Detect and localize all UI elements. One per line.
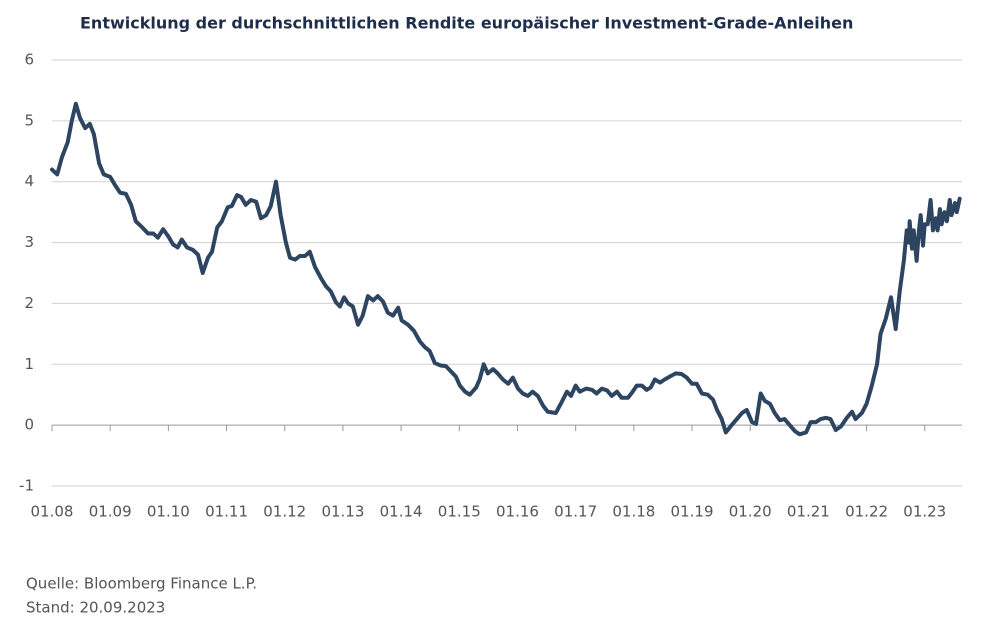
- x-tick-label: 01.23: [903, 503, 946, 521]
- x-tick-label: 01.09: [89, 503, 132, 521]
- x-tick-label: 01.21: [787, 503, 830, 521]
- y-tick-label: -1: [19, 477, 34, 495]
- line-series: [50, 101, 962, 437]
- x-tick-label: 01.17: [554, 503, 597, 521]
- x-tick-label: 01.08: [31, 503, 74, 521]
- y-tick-label: 1: [24, 355, 34, 373]
- date-note: Stand: 20.09.2023: [26, 599, 165, 617]
- y-tick-label: 4: [24, 172, 34, 190]
- x-tick-label: 01.20: [729, 503, 772, 521]
- y-tick-label: 6: [24, 51, 34, 69]
- y-tick-label: 2: [24, 294, 34, 312]
- x-tick-label: 01.16: [496, 503, 539, 521]
- source-note: Quelle: Bloomberg Finance L.P.: [26, 575, 257, 593]
- x-tick-label: 01.22: [845, 503, 888, 521]
- y-tick-label: 0: [24, 416, 34, 434]
- y-tick-label: 5: [24, 111, 34, 129]
- chart-title: Entwicklung der durchschnittlichen Rendi…: [80, 14, 853, 33]
- x-tick-label: 01.19: [671, 503, 714, 521]
- x-tick-label: 01.14: [380, 503, 423, 521]
- x-tick-label: 01.13: [321, 503, 364, 521]
- y-tick-label: 3: [24, 233, 34, 251]
- x-tick-label: 01.12: [263, 503, 306, 521]
- x-tick-label: 01.18: [612, 503, 655, 521]
- x-tick-label: 01.11: [205, 503, 248, 521]
- x-tick-label: 01.10: [147, 503, 190, 521]
- x-tick-label: 01.15: [438, 503, 481, 521]
